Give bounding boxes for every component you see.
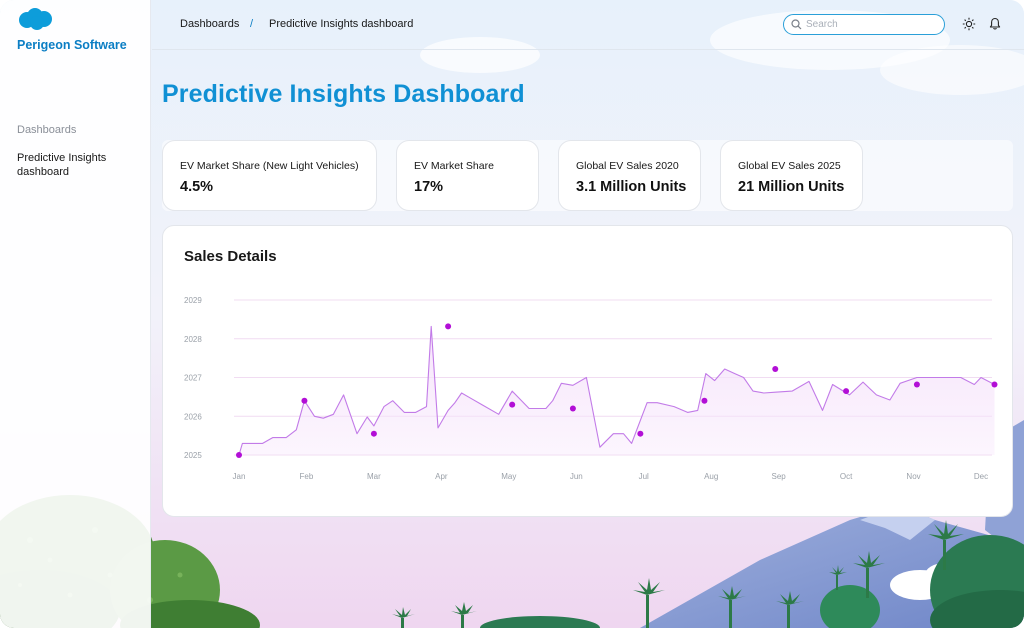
y-tick-label: 2027 [184, 374, 202, 383]
x-tick-label: Jan [233, 472, 246, 481]
stat-value: 4.5% [180, 179, 214, 195]
stat-value: 21 Million Units [738, 179, 845, 195]
data-point [569, 405, 576, 412]
data-point [236, 452, 242, 458]
x-tick-label: Nov [906, 472, 920, 481]
y-tick-label: 2028 [184, 335, 202, 344]
series-area [239, 326, 995, 455]
y-tick-label: 2029 [184, 296, 202, 305]
x-tick-label: Oct [840, 472, 853, 481]
search-icon [791, 19, 802, 30]
stat-value: 3.1 Million Units [576, 179, 687, 195]
data-point [913, 381, 920, 388]
stat-card-ev-market-share: EV Market Share 17% [396, 140, 539, 211]
salesforce-cloud-logo-icon [19, 8, 52, 30]
search-input[interactable] [806, 17, 936, 32]
x-tick-label: May [501, 472, 516, 481]
nav-section-dashboards[interactable]: Dashboards [17, 124, 77, 136]
x-tick-label: Aug [704, 472, 718, 481]
stat-value: 17% [414, 179, 444, 195]
sales-details-card: Sales Details 2025 2026 2027 2028 2029 Jan Feb… [162, 225, 1013, 517]
data-point [843, 388, 850, 395]
page-title: Predictive Insights Dashboard [162, 80, 525, 108]
stat-card-global-ev-sales-2020: Global EV Sales 2020 3.1 Million Units [558, 140, 701, 211]
sidebar-item-predictive-insights[interactable]: Predictive Insights dashboard [17, 152, 107, 178]
x-tick-label: Apr [435, 472, 448, 481]
chart-title: Sales Details [184, 248, 277, 265]
data-point [509, 401, 516, 408]
x-tick-label: Jul [639, 472, 649, 481]
stat-card-global-ev-sales-2025: Global EV Sales 2025 21 Million Units [720, 140, 863, 211]
sidebar: Perigeon Software Dashboards Predictive … [0, 0, 151, 628]
y-tick-label: 2025 [184, 451, 202, 460]
data-point [701, 397, 708, 404]
top-header: Dashboards / Predictive Insights dashboa… [152, 0, 1024, 50]
sales-line-chart: 2025 2026 2027 2028 2029 Jan Feb Mar Apr May Jun Ju… [184, 296, 998, 481]
stat-label: EV Market Share (New Light Vehicles) [180, 160, 359, 172]
x-tick-label: Dec [974, 472, 988, 481]
stat-card-ev-market-share-new-light-vehicles: EV Market Share (New Light Vehicles) 4.5… [162, 140, 377, 211]
stat-label: Global EV Sales 2020 [576, 160, 679, 172]
breadcrumb-current-page: Predictive Insights dashboard [269, 18, 414, 30]
stat-label: Global EV Sales 2025 [738, 160, 841, 172]
x-tick-label: Feb [300, 472, 314, 481]
stat-label: EV Market Share [414, 160, 494, 172]
data-point [445, 323, 452, 330]
x-tick-label: Mar [367, 472, 381, 481]
search-box[interactable] [783, 14, 945, 35]
breadcrumb-separator: / [250, 18, 254, 30]
x-tick-label: Sep [772, 472, 787, 481]
x-tick-label: Jun [570, 472, 583, 481]
data-point [772, 365, 779, 372]
data-point [637, 430, 644, 437]
breadcrumb-dashboards[interactable]: Dashboards [180, 18, 240, 30]
data-point [301, 397, 308, 404]
data-point [370, 430, 377, 437]
notification-bell-icon[interactable] [988, 17, 1002, 31]
theme-sun-icon[interactable] [962, 17, 976, 31]
brand-name: Perigeon Software [17, 38, 127, 52]
data-point [991, 381, 998, 388]
y-tick-label: 2026 [184, 412, 202, 421]
